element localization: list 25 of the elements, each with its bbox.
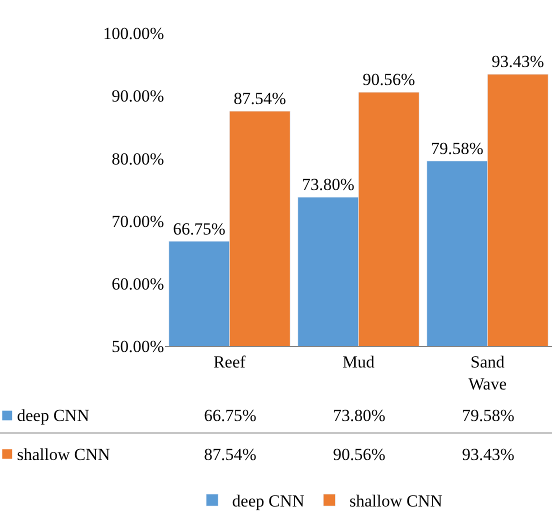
text: 87.54% [234, 89, 286, 108]
data-label: 73.80% [333, 406, 386, 425]
y-tick-label: 70.00% [112, 212, 164, 231]
y-tick-label: 50.00% [112, 337, 164, 356]
text: 73.80% [302, 175, 354, 194]
y-tick-label: 90.00% [112, 86, 164, 106]
data-label: 87.54% [204, 445, 256, 464]
data-label: 93.43% [462, 445, 514, 464]
text: 66.75% [172, 219, 226, 238]
text: deep CNN [17, 406, 90, 425]
y-tick-label: 80.00% [112, 149, 164, 168]
text: shallow CNN [17, 445, 110, 464]
x-tick-label: Sand Wave [468, 352, 507, 394]
data-label: 90.56% [333, 445, 386, 464]
legend-label: deep CNN [232, 492, 304, 511]
y-tick-label: 100.00% [103, 24, 164, 44]
text: 79.58% [430, 138, 484, 158]
y-tick-label: 60.00% [112, 274, 164, 294]
x-tick-label: Mud [342, 352, 376, 372]
x-tick-label: Reef [213, 352, 246, 372]
data-label: 66.75% [204, 406, 256, 425]
data-label: 79.58% [462, 406, 514, 425]
text: 93.43% [492, 52, 544, 72]
text: 90.56% [362, 70, 416, 90]
legend-label: shallow CNN [349, 492, 442, 511]
